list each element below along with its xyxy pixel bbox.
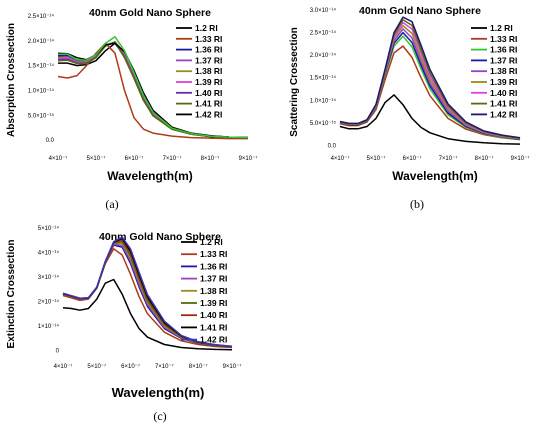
legend-label: 1.38 RI <box>195 66 222 76</box>
y-axis-label: Absorption Crossection <box>6 23 17 137</box>
x-tick-label: 4×10⁻⁷ <box>54 363 73 370</box>
legend-label: 1.38 RI <box>490 66 517 76</box>
series-line-1 <box>339 45 521 141</box>
y-tick-label: 4×10⁻¹⁴ <box>38 250 60 257</box>
chart-title: 40nm Gold Nano Sphere <box>99 231 221 243</box>
legend-label: 1.39 RI <box>490 77 517 87</box>
legend-label: 1.36 RI <box>200 261 227 271</box>
x-tick-label: 4×10⁻⁷ <box>331 155 350 162</box>
legend-label: 1.36 RI <box>490 45 517 55</box>
y-tick-label: 1×10⁻¹⁴ <box>38 323 60 330</box>
chart-title: 40nm Gold Nano Sphere <box>359 5 481 17</box>
x-tick-label: 8×10⁻⁷ <box>201 155 220 162</box>
x-tick-label: 9×10⁻⁷ <box>223 363 242 370</box>
panel-caption: (a) <box>105 197 118 211</box>
panel-caption: (b) <box>410 197 424 211</box>
x-tick-label: 7×10⁻⁷ <box>155 363 174 370</box>
legend-label: 1.40 RI <box>200 310 227 320</box>
legend-label: 1.37 RI <box>195 55 222 65</box>
series-line-9 <box>58 36 249 139</box>
series-line-8 <box>339 16 521 139</box>
legend-label: 1.33 RI <box>195 34 222 44</box>
legend-label: 1.42 RI <box>195 109 222 119</box>
series-line-8 <box>62 236 233 347</box>
chart-panel-a: 40nm Gold Nano Sphere 4×10⁻⁷ 5×10⁻⁷ 6×10⁻⁷ 7… <box>6 7 257 211</box>
panel-caption: (c) <box>153 409 166 423</box>
chart-panel-b: 40nm Gold Nano Sphere 4×10⁻⁷ 5×10⁻⁷ 6×10⁻⁷ 7… <box>289 5 529 211</box>
y-axis-label: Extinction Crossection <box>6 240 17 349</box>
legend-label: 1.37 RI <box>200 274 227 284</box>
x-tick-label: 9×10⁻⁷ <box>511 155 530 162</box>
x-tick-label: 6×10⁻⁷ <box>403 155 422 162</box>
x-tick-label: 8×10⁻⁷ <box>189 363 208 370</box>
x-axis-label: Wavelength(m) <box>107 169 193 183</box>
series-line-0 <box>62 278 233 351</box>
y-tick-label: 5.0×10⁻¹⁵ <box>28 112 55 119</box>
series-line-0 <box>339 94 521 145</box>
y-tick-label: 1.5×10⁻¹⁴ <box>310 75 337 82</box>
legend-label: 1.41 RI <box>200 322 227 332</box>
x-tick-label: 7×10⁻⁷ <box>439 155 458 162</box>
x-tick-label: 5×10⁻⁷ <box>87 363 106 370</box>
y-tick-label: 0.0 <box>328 143 337 149</box>
x-tick-label: 5×10⁻⁷ <box>367 155 386 162</box>
legend-label: 1.40 RI <box>490 88 517 98</box>
x-tick-label: 7×10⁻⁷ <box>163 155 182 162</box>
y-tick-label: 1.0×10⁻¹⁴ <box>28 87 55 94</box>
legend-label: 1.41 RI <box>490 99 517 109</box>
legend-label: 1.41 RI <box>195 99 222 109</box>
y-tick-label: 5×10⁻¹⁴ <box>38 225 60 232</box>
legend-label: 1.2 RI <box>490 23 513 33</box>
x-tick-label: 6×10⁻⁷ <box>125 155 144 162</box>
legend-label: 1.39 RI <box>195 77 222 87</box>
y-tick-label: 5.0×10⁻¹⁵ <box>310 120 337 127</box>
legend-label: 1.42 RI <box>490 109 517 119</box>
y-tick-label: 3×10⁻¹⁴ <box>38 274 60 281</box>
legend-label: 1.37 RI <box>490 55 517 65</box>
legend-label: 1.38 RI <box>200 286 227 296</box>
x-tick-label: 9×10⁻⁷ <box>239 155 258 162</box>
y-tick-label: 2.5×10⁻¹⁴ <box>28 13 55 20</box>
y-tick-label: 2×10⁻¹⁴ <box>38 299 60 306</box>
y-tick-label: 2.0×10⁻¹⁴ <box>310 52 337 59</box>
y-tick-label: 3.0×10⁻¹⁴ <box>310 7 337 14</box>
legend-label: 1.2 RI <box>200 237 223 247</box>
x-axis-label: Wavelength(m) <box>112 385 205 400</box>
legend-label: 1.2 RI <box>195 23 218 33</box>
series-line-1 <box>62 248 233 349</box>
y-tick-label: 0.0 <box>46 138 55 144</box>
x-tick-label: 5×10⁻⁷ <box>87 155 106 162</box>
legend-label: 1.40 RI <box>195 88 222 98</box>
y-axis-label: Scattering Crossection <box>289 27 300 136</box>
legend-label: 1.39 RI <box>200 298 227 308</box>
legend-label: 1.33 RI <box>200 249 227 259</box>
chart-title: 40nm Gold Nano Sphere <box>89 7 211 19</box>
y-tick-label: 1.0×10⁻¹⁴ <box>310 97 337 104</box>
x-axis-label: Wavelength(m) <box>392 169 478 183</box>
y-tick-label: 1.5×10⁻¹⁴ <box>28 63 55 70</box>
legend-label: 1.42 RI <box>200 335 227 345</box>
y-tick-label: 2.0×10⁻¹⁴ <box>28 38 55 45</box>
x-tick-label: 8×10⁻⁷ <box>475 155 494 162</box>
x-tick-label: 4×10⁻⁷ <box>49 155 68 162</box>
series-line-1 <box>57 42 248 140</box>
legend-label: 1.36 RI <box>195 45 222 55</box>
legend-label: 1.33 RI <box>490 34 517 44</box>
x-tick-label: 6×10⁻⁷ <box>121 363 140 370</box>
chart-panel-c: 40nm Gold Nano Sphere 4×10⁻⁷ 5×10⁻⁷ 6×10⁻⁷ 7… <box>6 225 241 423</box>
y-tick-label: 0 <box>56 349 60 355</box>
y-tick-label: 2.5×10⁻¹⁴ <box>310 30 337 37</box>
